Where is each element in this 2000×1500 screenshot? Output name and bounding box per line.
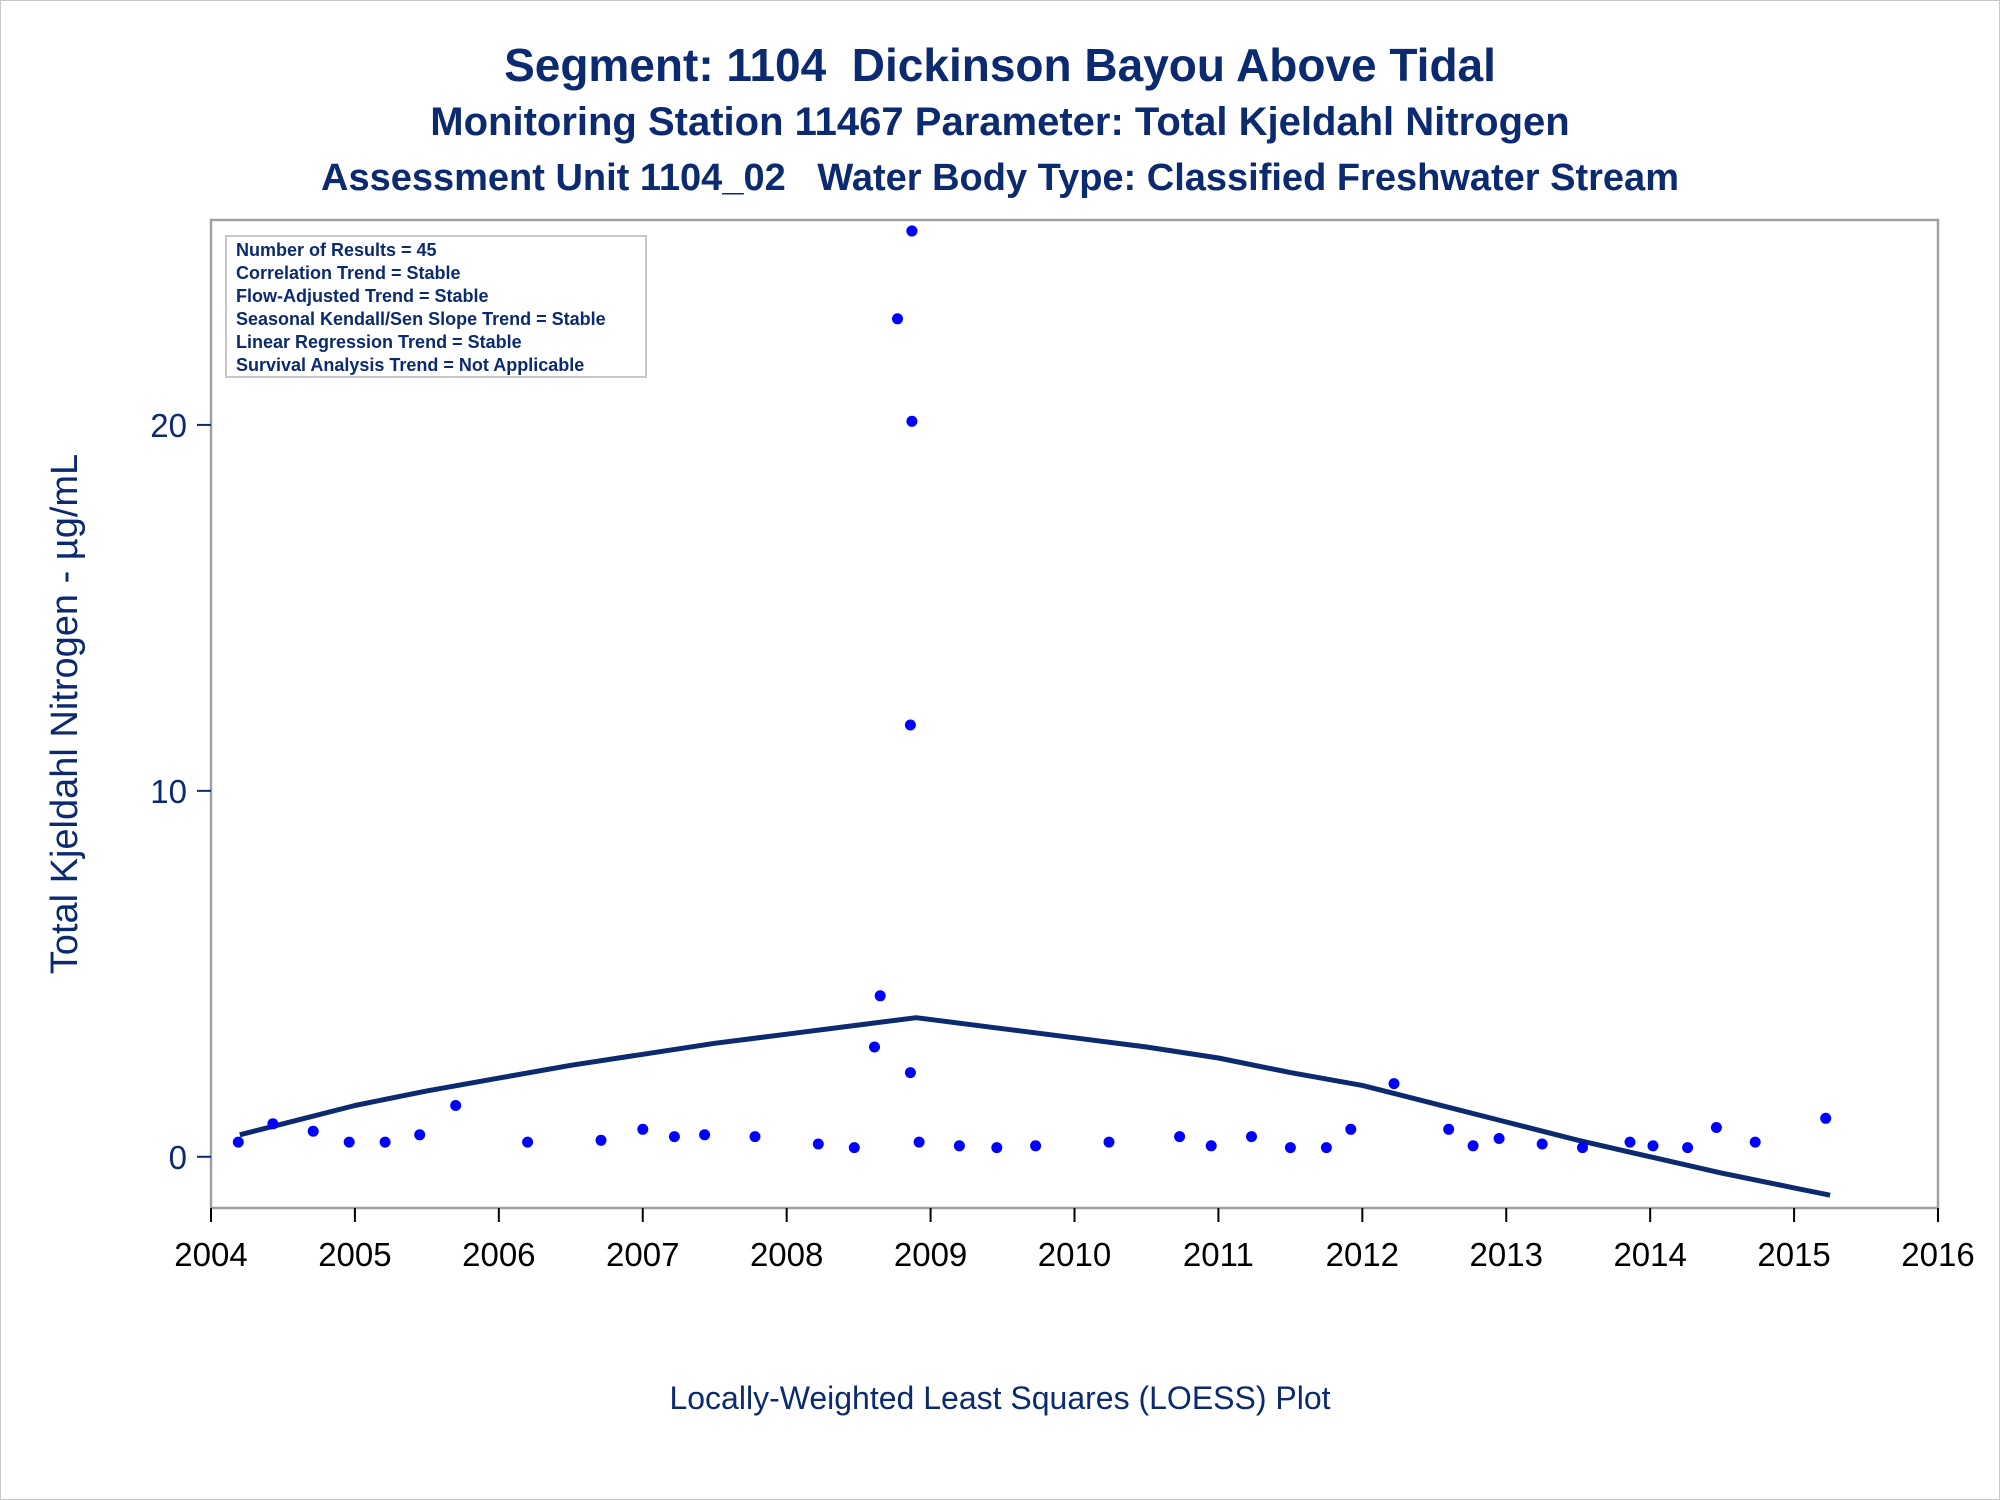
data-point — [1647, 1140, 1659, 1152]
data-point — [1624, 1136, 1636, 1148]
data-point — [637, 1123, 649, 1135]
data-point — [874, 990, 886, 1002]
data-point — [906, 415, 918, 427]
data-point — [1174, 1131, 1186, 1143]
x-tick-label-2014: 2014 — [1613, 1236, 1686, 1273]
data-point — [1749, 1136, 1761, 1148]
x-tick-label-2005: 2005 — [318, 1236, 391, 1273]
data-point — [1284, 1142, 1296, 1154]
y-axis-label: Total Kjeldahl Nitrogen - µg/mL — [44, 454, 86, 974]
stats-line-flow-adjusted: Flow-Adjusted Trend = Stable — [236, 286, 489, 306]
stats-line-survival: Survival Analysis Trend = Not Applicable — [236, 355, 584, 375]
loess-trend-line — [239, 1015, 1831, 1198]
data-point — [1030, 1140, 1042, 1152]
x-tick-label-2007: 2007 — [606, 1236, 679, 1273]
data-point — [749, 1131, 761, 1143]
x-tick-label-2013: 2013 — [1470, 1236, 1543, 1273]
x-axis: 2004 2005 2006 2007 2008 2009 2010 2011 2012 2013… — [174, 1208, 1975, 1273]
x-tick-label-2009: 2009 — [894, 1236, 967, 1273]
data-point — [595, 1134, 607, 1146]
x-tick-label-2016: 2016 — [1901, 1236, 1974, 1273]
y-tick-label-0: 0 — [169, 1139, 187, 1176]
chart-title: Segment: 1104 Dickinson Bayou Above Tida… — [504, 39, 1496, 91]
data-point — [668, 1131, 680, 1143]
data-point — [906, 225, 918, 237]
data-point — [869, 1041, 880, 1053]
data-point — [1710, 1122, 1722, 1133]
data-point — [414, 1129, 426, 1141]
x-tick-label-2012: 2012 — [1326, 1236, 1399, 1273]
data-point — [812, 1138, 824, 1150]
stats-box-border — [225, 235, 647, 378]
stats-line-correlation: Correlation Trend = Stable — [236, 263, 461, 283]
stats-box: Number of Results = 45 Correlation Trend… — [225, 235, 647, 378]
data-point — [307, 1125, 319, 1137]
data-point — [953, 1140, 965, 1152]
x-tick-label-2015: 2015 — [1757, 1236, 1830, 1273]
data-point — [522, 1136, 534, 1148]
y-tick-label-20: 20 — [150, 407, 187, 444]
data-point — [892, 313, 903, 325]
data-point — [1536, 1138, 1548, 1150]
data-point — [379, 1136, 391, 1148]
y-axis: 0 10 20 — [150, 407, 211, 1176]
data-point — [1320, 1142, 1332, 1154]
data-point — [232, 1136, 244, 1148]
data-point — [1682, 1142, 1694, 1154]
data-point — [1443, 1123, 1455, 1135]
data-point — [1103, 1136, 1115, 1148]
stats-line-results: Number of Results = 45 — [236, 240, 437, 260]
data-point — [904, 719, 916, 731]
data-point — [991, 1142, 1003, 1154]
x-tick-label-2011: 2011 — [1183, 1236, 1254, 1273]
stats-line-seasonal-kendall: Seasonal Kendall/Sen Slope Trend = Stabl… — [236, 309, 606, 329]
series-layer — [232, 225, 1832, 1198]
data-point — [1577, 1142, 1588, 1154]
data-point — [1345, 1123, 1357, 1135]
x-tick-label-2004: 2004 — [174, 1236, 247, 1273]
data-point — [1205, 1140, 1217, 1152]
chart-subtitle-station: Monitoring Station 11467 Parameter: Tota… — [430, 100, 1570, 144]
plot-method-footnote: Locally-Weighted Least Squares (LOESS) P… — [669, 1380, 1331, 1416]
x-tick-label-2006: 2006 — [462, 1236, 535, 1273]
x-tick-label-2008: 2008 — [750, 1236, 823, 1273]
data-point — [1493, 1133, 1505, 1144]
data-point — [343, 1136, 355, 1148]
data-point — [450, 1100, 462, 1111]
chart-subtitle-assessment: Assessment Unit 1104_02 Water Body Type:… — [321, 157, 1679, 199]
y-tick-label-10: 10 — [150, 773, 187, 810]
data-point — [1388, 1078, 1400, 1090]
data-point — [848, 1142, 860, 1154]
data-point — [267, 1118, 279, 1130]
data-point — [699, 1129, 711, 1141]
stats-line-linear-regression: Linear Regression Trend = Stable — [236, 332, 522, 352]
data-point — [913, 1136, 925, 1148]
x-tick-label-2010: 2010 — [1038, 1236, 1111, 1273]
data-point — [1246, 1131, 1257, 1143]
data-point — [1467, 1140, 1479, 1152]
data-point — [1820, 1112, 1832, 1124]
data-point — [904, 1067, 916, 1079]
